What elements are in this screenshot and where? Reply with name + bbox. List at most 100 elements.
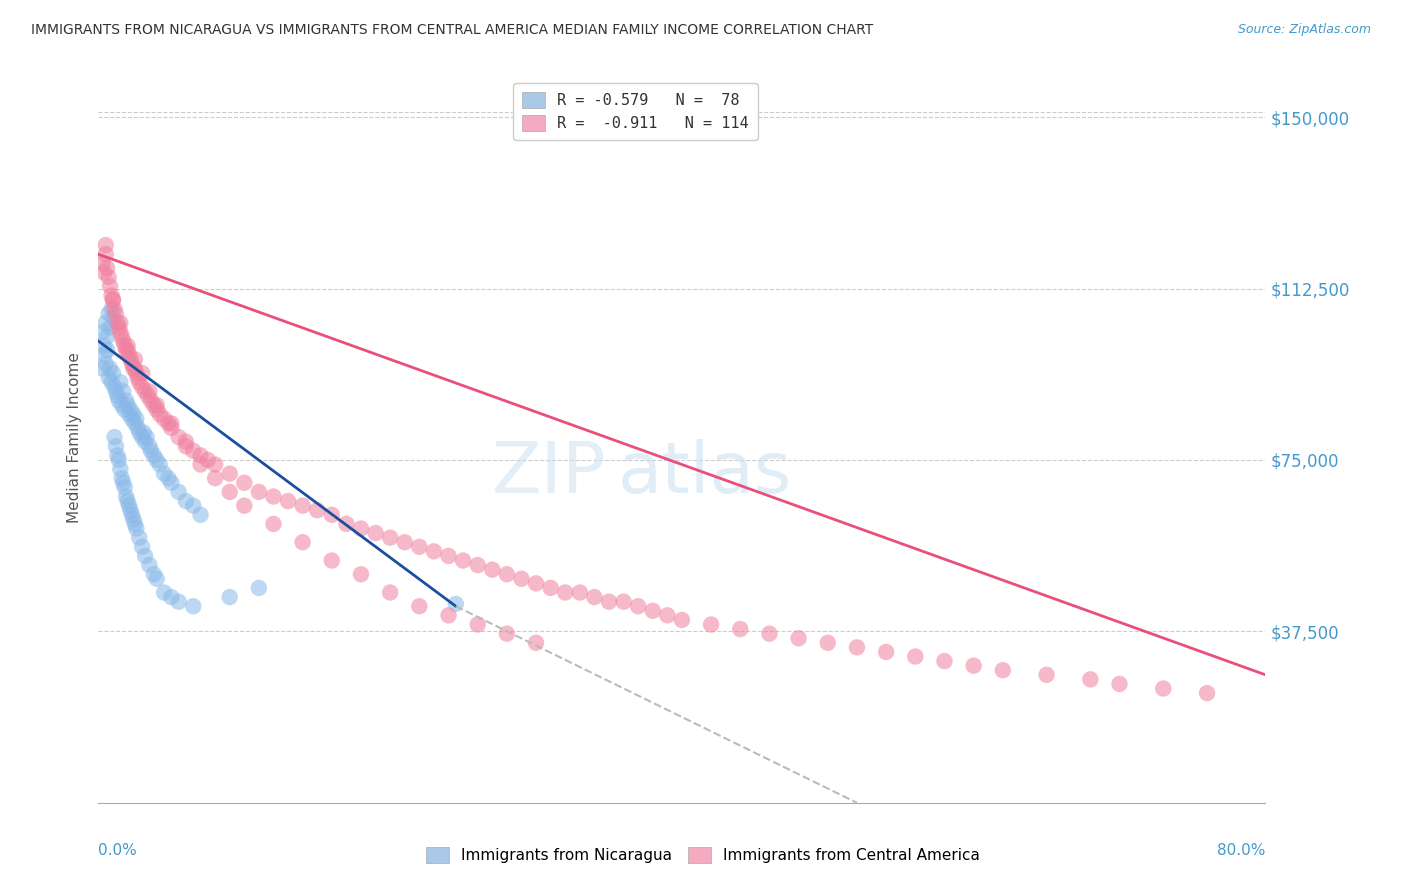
Point xyxy=(100,375,122,389)
Point xyxy=(93,348,115,362)
Point xyxy=(730,622,752,636)
Point xyxy=(121,357,143,371)
Point xyxy=(190,458,212,472)
Point xyxy=(408,599,430,614)
Point xyxy=(160,421,183,435)
Point xyxy=(98,320,121,334)
Point xyxy=(110,462,132,476)
Point xyxy=(111,329,134,343)
Point xyxy=(101,311,124,326)
Point xyxy=(437,549,460,563)
Point xyxy=(105,316,128,330)
Point xyxy=(132,425,155,440)
Point xyxy=(91,361,114,376)
Point xyxy=(112,334,135,348)
Point xyxy=(112,384,135,399)
Point xyxy=(181,599,204,614)
Point xyxy=(153,411,176,425)
Point xyxy=(1035,667,1057,681)
Point xyxy=(350,521,373,535)
Point xyxy=(167,484,190,499)
Point xyxy=(118,499,141,513)
Point xyxy=(118,348,141,362)
Point xyxy=(160,590,183,604)
Point xyxy=(94,247,117,261)
Point xyxy=(481,563,503,577)
Point xyxy=(991,663,1014,677)
Point xyxy=(115,393,138,408)
Point xyxy=(124,417,146,431)
Point xyxy=(91,325,114,339)
Point xyxy=(108,393,131,408)
Point xyxy=(97,307,120,321)
Point xyxy=(146,402,169,417)
Point xyxy=(218,467,240,481)
Point xyxy=(103,380,125,394)
Point xyxy=(103,301,125,317)
Point xyxy=(380,585,402,599)
Point xyxy=(110,325,132,339)
Point xyxy=(153,585,176,599)
Point xyxy=(157,417,180,431)
Point xyxy=(1152,681,1174,696)
Point xyxy=(94,238,117,252)
Point xyxy=(167,594,190,608)
Point xyxy=(138,384,160,399)
Point xyxy=(94,316,117,330)
Y-axis label: Median Family Income: Median Family Income xyxy=(67,351,83,523)
Point xyxy=(112,475,135,490)
Point xyxy=(97,270,120,285)
Point xyxy=(583,590,606,604)
Point xyxy=(93,266,115,280)
Point xyxy=(568,585,591,599)
Point xyxy=(904,649,927,664)
Point xyxy=(120,352,142,367)
Point xyxy=(962,658,984,673)
Point xyxy=(350,567,373,582)
Point xyxy=(118,407,141,421)
Point xyxy=(671,613,693,627)
Point xyxy=(131,380,153,394)
Point xyxy=(510,572,533,586)
Point xyxy=(291,499,314,513)
Point xyxy=(262,490,284,504)
Point xyxy=(612,594,634,608)
Point xyxy=(524,636,547,650)
Text: atlas: atlas xyxy=(617,439,792,508)
Point xyxy=(125,521,148,535)
Point xyxy=(787,632,810,646)
Point xyxy=(197,453,219,467)
Point xyxy=(108,453,131,467)
Point xyxy=(125,411,148,425)
Point xyxy=(437,608,460,623)
Point xyxy=(153,467,176,481)
Point xyxy=(146,453,169,467)
Point xyxy=(124,516,146,531)
Point xyxy=(117,494,139,508)
Point xyxy=(307,503,329,517)
Point xyxy=(128,375,150,389)
Point xyxy=(104,384,127,399)
Point xyxy=(122,361,145,376)
Point xyxy=(846,640,869,655)
Point xyxy=(758,626,780,640)
Point xyxy=(115,490,138,504)
Point xyxy=(128,425,150,440)
Point xyxy=(103,430,125,444)
Point xyxy=(127,370,149,384)
Point xyxy=(111,471,134,485)
Point xyxy=(138,558,160,573)
Point xyxy=(380,531,402,545)
Point xyxy=(875,645,897,659)
Point xyxy=(135,430,157,444)
Point xyxy=(181,443,204,458)
Point xyxy=(114,338,136,352)
Point xyxy=(91,256,114,270)
Point xyxy=(149,407,172,421)
Point xyxy=(641,604,664,618)
Point xyxy=(128,531,150,545)
Point xyxy=(96,329,118,343)
Point xyxy=(122,407,145,421)
Point xyxy=(1108,677,1130,691)
Text: 0.0%: 0.0% xyxy=(98,843,138,858)
